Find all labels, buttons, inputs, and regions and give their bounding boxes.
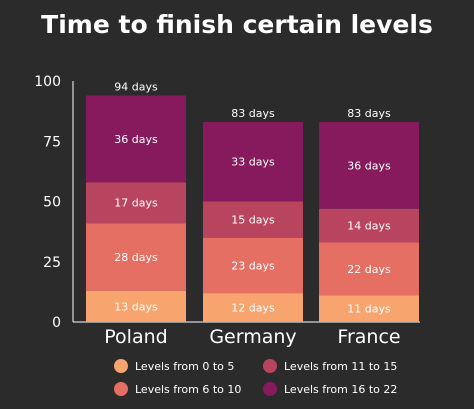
category-label: Germany <box>209 326 296 348</box>
bar-segment <box>203 121 303 202</box>
legend-swatch <box>114 382 128 396</box>
category-labels: Poland Germany France <box>104 326 400 348</box>
segment-label: 11 days <box>347 303 391 316</box>
category-label: France <box>337 326 400 348</box>
category-label: Poland <box>104 326 167 348</box>
bar-segment <box>203 201 303 238</box>
legend-label: Levels from 6 to 10 <box>135 383 241 396</box>
bar-segment <box>203 237 303 294</box>
bar-segment <box>319 242 419 296</box>
segment-label: 23 days <box>231 259 275 272</box>
y-tick-label: 100 <box>34 74 61 90</box>
bar-segment <box>203 293 303 322</box>
chart-title: Time to finish certain levels <box>41 10 433 39</box>
bar-segment <box>86 95 186 183</box>
y-tick-label: 50 <box>43 195 61 211</box>
bar-segment <box>86 223 186 291</box>
bar-total-label: 83 days <box>231 107 275 120</box>
legend-label: Levels from 11 to 15 <box>284 360 397 373</box>
bars-group: 13 days 28 days 17 days 36 days 94 days 12 da… <box>86 80 419 322</box>
legend-label: Levels from 16 to 22 <box>284 383 397 396</box>
legend-swatch <box>114 359 128 373</box>
segment-label: 33 days <box>231 156 275 169</box>
legend: Levels from 0 to 5 Levels from 6 to 10 Lev… <box>114 359 397 396</box>
y-tick-labels: 0 25 50 75 100 <box>34 74 61 331</box>
y-tick-label: 0 <box>52 315 61 331</box>
segment-label: 12 days <box>231 302 275 315</box>
legend-label: Levels from 0 to 5 <box>135 360 234 373</box>
segment-label: 28 days <box>114 251 158 264</box>
legend-swatch <box>263 359 277 373</box>
bar-segment <box>86 290 186 322</box>
bar-segment <box>319 295 419 322</box>
y-tick-label: 75 <box>43 134 61 150</box>
y-tick-label: 25 <box>43 255 61 271</box>
bar-total-label: 94 days <box>114 80 158 93</box>
segment-label: 36 days <box>114 133 158 146</box>
segment-label: 17 days <box>114 197 158 210</box>
bar-segment <box>319 208 419 243</box>
segment-label: 22 days <box>347 263 391 276</box>
segment-label: 36 days <box>347 159 391 172</box>
segment-label: 13 days <box>114 300 158 313</box>
segment-label: 15 days <box>231 214 275 227</box>
bar-segment <box>86 182 186 224</box>
legend-swatch <box>263 382 277 396</box>
segment-label: 14 days <box>347 220 391 233</box>
bar-total-label: 83 days <box>347 107 391 120</box>
bar-segment <box>319 121 419 209</box>
